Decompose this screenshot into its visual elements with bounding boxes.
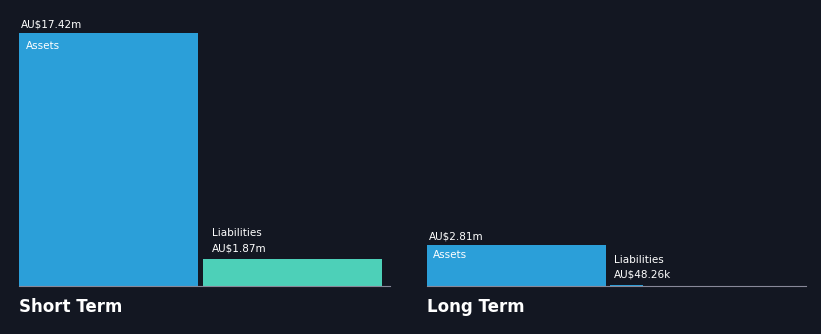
Text: Short Term: Short Term — [19, 298, 122, 316]
Bar — [19, 33, 199, 286]
Text: Liabilities: Liabilities — [212, 228, 261, 238]
Text: AU$2.81m: AU$2.81m — [429, 231, 483, 241]
Text: Assets: Assets — [433, 250, 467, 260]
Bar — [610, 285, 643, 286]
Bar — [203, 259, 382, 286]
Text: Assets: Assets — [25, 41, 60, 51]
Bar — [427, 245, 606, 286]
Text: AU$1.87m: AU$1.87m — [212, 243, 266, 254]
Text: AU$48.26k: AU$48.26k — [614, 270, 672, 280]
Text: Long Term: Long Term — [427, 298, 525, 316]
Text: AU$17.42m: AU$17.42m — [21, 19, 82, 29]
Text: Liabilities: Liabilities — [614, 255, 664, 265]
